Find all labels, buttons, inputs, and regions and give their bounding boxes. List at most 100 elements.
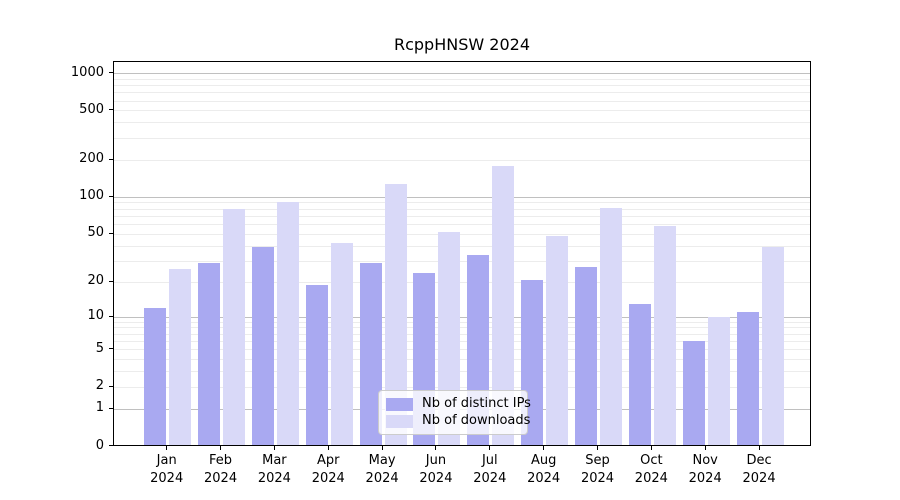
gridline-minor	[114, 85, 810, 87]
x-axis-tick-label: Jan 2024	[150, 453, 184, 486]
x-tick-mark	[650, 445, 652, 450]
gridline-minor	[114, 110, 810, 112]
legend-swatch	[386, 397, 413, 411]
y-axis-tick-label: 1	[95, 400, 104, 416]
y-tick-mark	[109, 348, 113, 350]
y-axis-tick-label: 500	[79, 101, 104, 117]
plot-area	[113, 60, 811, 446]
bar-distinct-ips	[359, 262, 382, 446]
gridline-minor	[114, 386, 810, 388]
gridline-minor	[114, 245, 810, 247]
bar-downloads	[384, 184, 407, 446]
gridline-minor	[114, 78, 810, 80]
y-tick-mark	[109, 315, 113, 317]
x-tick-mark	[704, 445, 706, 450]
bar-downloads	[223, 209, 246, 446]
y-tick-mark	[109, 72, 113, 74]
x-tick-mark	[381, 445, 383, 450]
legend-swatch	[386, 414, 413, 428]
bar-downloads	[546, 236, 569, 446]
x-axis-tick-label: Aug 2024	[527, 453, 561, 486]
legend-item: Nb of downloads	[386, 413, 530, 429]
x-axis-tick-label: Nov 2024	[688, 453, 722, 486]
x-axis-tick-label: May 2024	[365, 453, 399, 486]
bar-distinct-ips	[575, 266, 597, 446]
y-axis-tick-label: 2	[95, 378, 104, 394]
y-tick-mark	[109, 109, 113, 111]
y-tick-mark	[109, 445, 113, 446]
gridline-minor	[114, 281, 810, 283]
legend: Nb of distinct IPs Nb of downloads	[378, 390, 531, 435]
x-tick-mark	[273, 445, 275, 450]
bar-downloads	[707, 317, 730, 446]
bar-distinct-ips	[144, 308, 167, 446]
legend-label: Nb of downloads	[422, 413, 531, 428]
gridline-minor	[114, 233, 810, 235]
gridline-minor	[114, 159, 810, 161]
bar-downloads	[761, 247, 784, 446]
x-tick-mark	[543, 445, 545, 450]
gridline-minor	[114, 321, 810, 323]
x-axis-tick-label: Feb 2024	[204, 453, 238, 486]
x-axis-tick-label: Oct 2024	[634, 453, 668, 486]
y-axis-tick-label: 10	[87, 308, 104, 324]
gridline-major	[114, 316, 810, 318]
y-tick-mark	[109, 158, 113, 160]
gridline-minor	[114, 208, 810, 210]
gridline-minor	[114, 202, 810, 204]
y-tick-mark	[109, 232, 113, 234]
legend-label: Nb of distinct IPs	[422, 396, 531, 411]
y-axis-tick-label: 20	[87, 273, 104, 289]
legend-item: Nb of distinct IPs	[386, 396, 531, 412]
gridline-minor	[114, 260, 810, 262]
y-axis-tick-label: 5	[95, 340, 104, 356]
bar-distinct-ips	[628, 304, 651, 446]
x-axis-tick-label: Sep 2024	[580, 453, 615, 486]
x-tick-mark	[597, 445, 598, 450]
x-tick-mark	[166, 445, 168, 450]
bar-downloads	[276, 202, 299, 446]
gridline-minor	[114, 327, 810, 329]
gridline-minor	[114, 122, 810, 124]
y-axis-tick-label: 1000	[70, 64, 104, 80]
x-tick-mark	[435, 445, 437, 450]
x-tick-mark	[489, 445, 491, 450]
gridline-minor	[114, 340, 810, 342]
gridline-minor	[114, 371, 810, 373]
gridline-minor	[114, 359, 810, 361]
bar-downloads	[653, 226, 676, 446]
y-tick-mark	[109, 407, 113, 409]
y-tick-mark	[109, 385, 113, 387]
bar-downloads	[169, 268, 192, 446]
gridline-minor	[114, 333, 810, 335]
bar-downloads	[492, 165, 515, 446]
x-tick-mark	[220, 445, 222, 450]
x-tick-mark	[758, 445, 760, 450]
y-tick-mark	[109, 280, 113, 282]
gridline-minor	[114, 137, 810, 139]
y-axis-tick-label: 50	[87, 225, 104, 241]
bar-downloads	[330, 243, 353, 446]
gridline-minor	[114, 224, 810, 226]
bar-distinct-ips	[682, 341, 705, 446]
gridline-minor	[114, 92, 810, 94]
x-axis-tick-label: Dec 2024	[742, 453, 776, 486]
chart-title: RcppHNSW 2024	[393, 35, 530, 54]
gridline-major	[114, 196, 810, 198]
gridline-minor	[114, 349, 810, 351]
x-axis-tick-label: Jun 2024	[419, 453, 453, 486]
x-axis-tick-label: Apr 2024	[311, 453, 345, 486]
x-axis-tick-label: Mar 2024	[257, 453, 291, 486]
y-axis-tick-label: 100	[79, 188, 104, 204]
y-tick-mark	[109, 195, 113, 197]
bar-distinct-ips	[198, 262, 221, 446]
x-axis-tick-label: Jul 2024	[473, 453, 507, 486]
bar-distinct-ips	[305, 284, 328, 446]
gridline-minor	[114, 215, 810, 217]
bar-distinct-ips	[251, 247, 274, 446]
x-tick-mark	[327, 445, 329, 450]
gridline-major	[114, 73, 810, 75]
y-axis-tick-label: 200	[79, 151, 104, 167]
gridline-minor	[114, 100, 810, 102]
